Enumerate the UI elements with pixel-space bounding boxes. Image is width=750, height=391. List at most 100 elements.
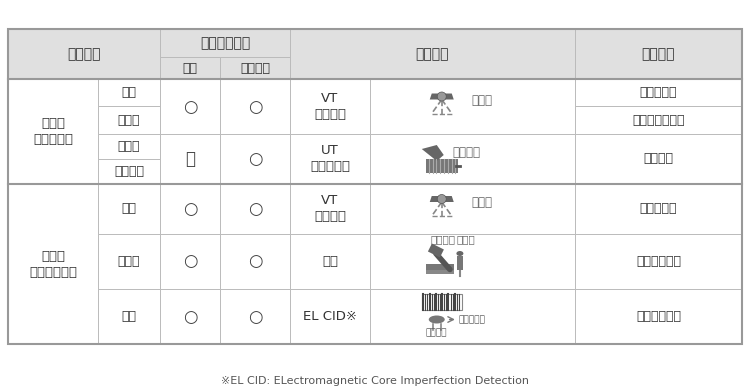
Bar — [457, 255, 463, 269]
Text: VT
（映像）: VT （映像） — [314, 194, 346, 224]
Text: 傷・過熱痕: 傷・過熱痕 — [640, 203, 677, 215]
Bar — [290, 184, 370, 234]
Bar — [8, 184, 98, 234]
Bar — [370, 134, 575, 184]
Bar — [98, 159, 160, 184]
Text: ○: ○ — [183, 200, 197, 218]
Text: 内部欠陥: 内部欠陥 — [644, 152, 674, 165]
Text: ○: ○ — [183, 253, 197, 271]
Bar — [290, 79, 370, 134]
Text: 検査方法: 検査方法 — [416, 47, 449, 61]
Polygon shape — [422, 145, 444, 161]
Bar — [426, 269, 454, 273]
Bar — [290, 234, 370, 289]
Bar — [575, 134, 742, 184]
Bar — [575, 79, 742, 106]
Bar — [370, 234, 575, 289]
Text: くさび: くさび — [118, 255, 140, 268]
Text: くさびの緩み: くさびの緩み — [636, 255, 681, 268]
Text: ○: ○ — [248, 253, 262, 271]
Text: くさび: くさび — [118, 140, 140, 153]
Text: 打音: 打音 — [322, 255, 338, 268]
Bar — [370, 79, 575, 134]
Bar — [370, 184, 575, 234]
Text: 通風孔: 通風孔 — [118, 113, 140, 127]
Ellipse shape — [429, 316, 445, 323]
Bar — [220, 289, 290, 344]
Text: カメラ: カメラ — [471, 94, 492, 107]
Text: 高機能型: 高機能型 — [240, 61, 270, 75]
Bar — [98, 79, 160, 134]
Bar — [160, 184, 220, 234]
Bar — [160, 57, 220, 79]
Bar — [98, 234, 160, 289]
Bar — [220, 234, 290, 289]
Bar — [8, 29, 160, 79]
Bar — [98, 234, 160, 289]
Bar — [370, 134, 575, 184]
Text: ○: ○ — [248, 307, 262, 325]
Bar — [575, 184, 742, 234]
Text: ティース: ティース — [114, 165, 144, 178]
Text: ○: ○ — [248, 150, 262, 168]
Bar — [290, 134, 370, 184]
Bar — [575, 134, 742, 184]
Bar — [98, 289, 160, 344]
Bar — [160, 79, 220, 134]
Bar — [160, 134, 220, 184]
Text: 固定子
（ステータ）: 固定子 （ステータ） — [29, 249, 77, 278]
Text: 検査対象: 検査対象 — [68, 47, 100, 61]
Bar — [290, 134, 370, 184]
Bar — [575, 234, 742, 289]
Text: 表面: 表面 — [122, 86, 136, 99]
Text: ○: ○ — [248, 200, 262, 218]
Bar — [160, 29, 290, 57]
Text: 検出コイル: 検出コイル — [458, 315, 485, 324]
Bar — [575, 184, 742, 234]
Text: －: － — [185, 150, 195, 168]
Text: 通風孔の詰まり: 通風孔の詰まり — [632, 113, 685, 127]
Text: 回転子
（ロータ）: 回転子 （ロータ） — [33, 117, 73, 146]
Bar — [160, 289, 220, 344]
Text: EL CID※: EL CID※ — [303, 310, 357, 323]
Text: UT
（超音波）: UT （超音波） — [310, 145, 350, 174]
Text: VT
（映像）: VT （映像） — [314, 92, 346, 121]
Bar — [370, 289, 575, 344]
Bar — [220, 57, 290, 79]
Text: ○: ○ — [183, 97, 197, 115]
Bar — [160, 79, 220, 134]
Circle shape — [437, 92, 446, 101]
Bar — [8, 79, 98, 184]
Bar — [575, 289, 742, 344]
Bar — [290, 234, 370, 289]
Circle shape — [437, 194, 446, 203]
Bar — [290, 29, 575, 79]
Bar — [426, 159, 458, 173]
Bar — [160, 184, 220, 234]
Ellipse shape — [457, 251, 464, 256]
Bar — [575, 79, 742, 134]
Bar — [290, 79, 370, 134]
Text: 漏れ磁束: 漏れ磁束 — [426, 328, 448, 337]
Bar — [575, 289, 742, 344]
Bar — [370, 234, 575, 289]
Bar — [8, 134, 98, 184]
Text: プローブ: プローブ — [453, 147, 481, 160]
Bar — [575, 106, 742, 134]
Bar — [575, 234, 742, 289]
Bar — [8, 289, 98, 344]
Bar — [575, 29, 742, 79]
Bar — [160, 234, 220, 289]
Bar — [98, 106, 160, 134]
Bar — [98, 184, 160, 234]
Bar — [220, 289, 290, 344]
Bar — [220, 234, 290, 289]
Bar — [290, 289, 370, 344]
Bar — [160, 289, 220, 344]
Bar — [98, 184, 160, 234]
Bar — [98, 79, 160, 106]
Bar — [290, 289, 370, 344]
Bar — [8, 79, 98, 134]
Bar — [8, 184, 98, 344]
Bar — [220, 134, 290, 184]
